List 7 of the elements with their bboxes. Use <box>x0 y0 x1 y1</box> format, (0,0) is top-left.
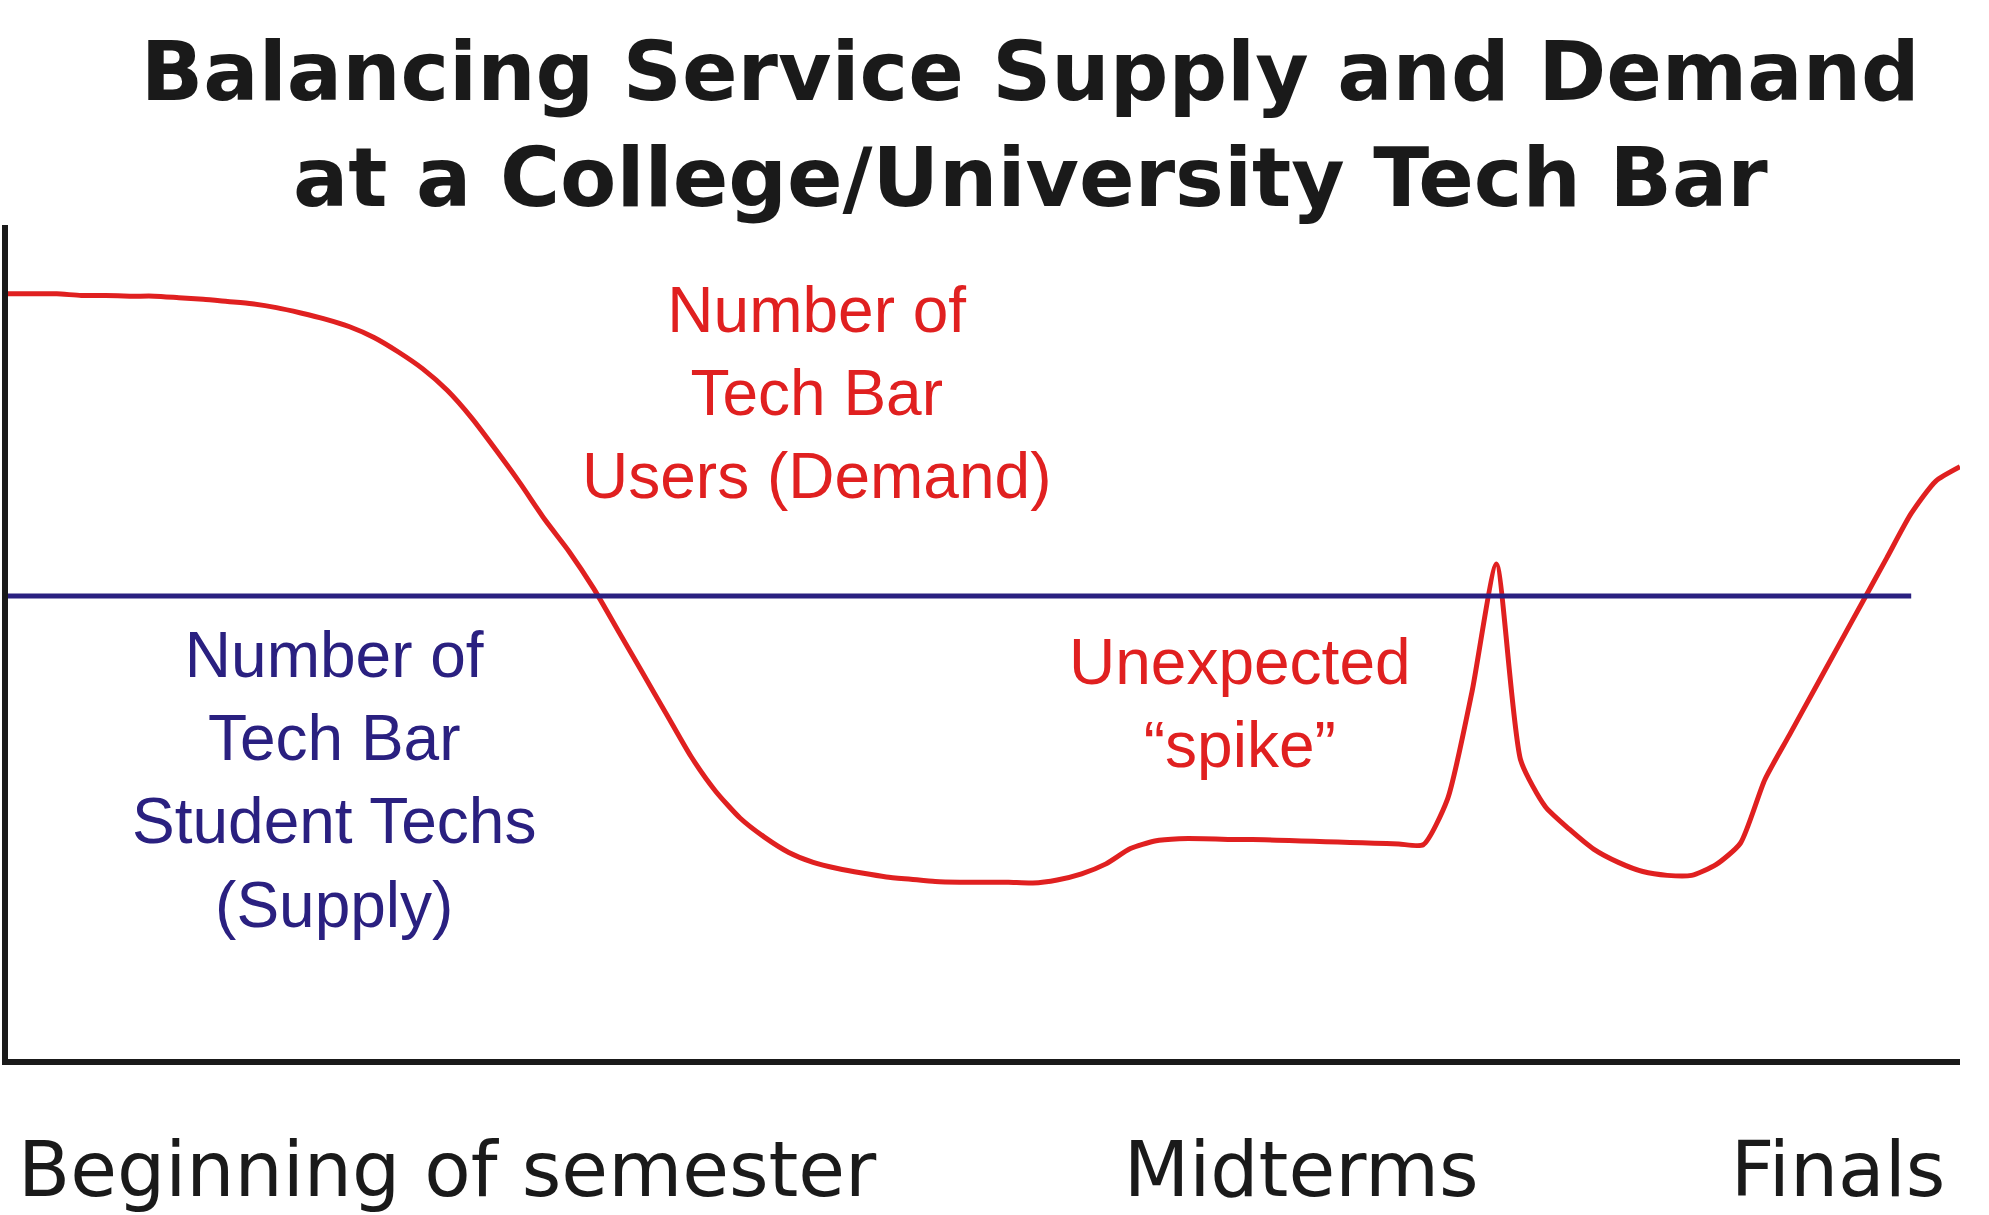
annotation: Unexpected “spike” <box>1069 626 1411 782</box>
x-tick-label: Beginning of semester <box>18 1125 878 1215</box>
x-tick-label: Midterms <box>1123 1125 1479 1215</box>
chart-title: Balancing Service Supply and Demand at a College/University Tech Bar <box>140 23 1920 226</box>
series-label: Number of Tech Bar Users (Demand) <box>582 274 1052 513</box>
series-label: Number of Tech Bar Student Techs (Supply) <box>132 619 537 941</box>
x-tick-label: Finals <box>1730 1125 1946 1215</box>
